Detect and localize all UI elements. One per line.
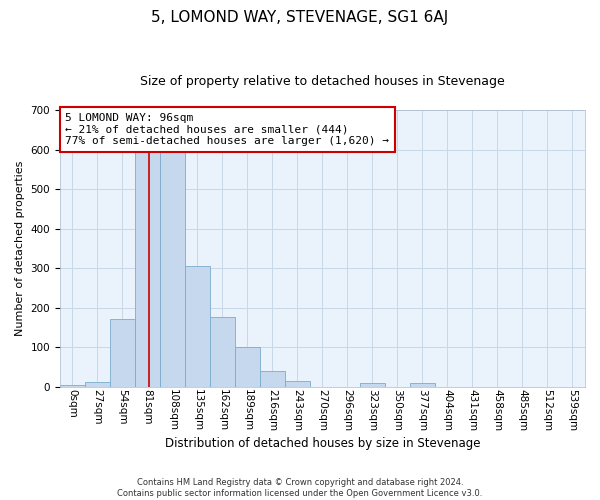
- Bar: [285, 380, 310, 386]
- X-axis label: Distribution of detached houses by size in Stevenage: Distribution of detached houses by size …: [165, 437, 480, 450]
- Y-axis label: Number of detached properties: Number of detached properties: [15, 160, 25, 336]
- Bar: [85, 382, 110, 386]
- Bar: [60, 384, 85, 386]
- Bar: [260, 370, 285, 386]
- Title: Size of property relative to detached houses in Stevenage: Size of property relative to detached ho…: [140, 75, 505, 88]
- Bar: [235, 347, 260, 387]
- Bar: [160, 130, 185, 386]
- Text: Contains HM Land Registry data © Crown copyright and database right 2024.
Contai: Contains HM Land Registry data © Crown c…: [118, 478, 482, 498]
- Bar: [110, 320, 135, 386]
- Text: 5 LOMOND WAY: 96sqm
← 21% of detached houses are smaller (444)
77% of semi-detac: 5 LOMOND WAY: 96sqm ← 21% of detached ho…: [65, 113, 389, 146]
- Bar: [410, 382, 435, 386]
- Bar: [360, 384, 385, 386]
- Bar: [185, 266, 210, 386]
- Bar: [135, 144, 160, 386]
- Bar: [210, 318, 235, 386]
- Text: 5, LOMOND WAY, STEVENAGE, SG1 6AJ: 5, LOMOND WAY, STEVENAGE, SG1 6AJ: [151, 10, 449, 25]
